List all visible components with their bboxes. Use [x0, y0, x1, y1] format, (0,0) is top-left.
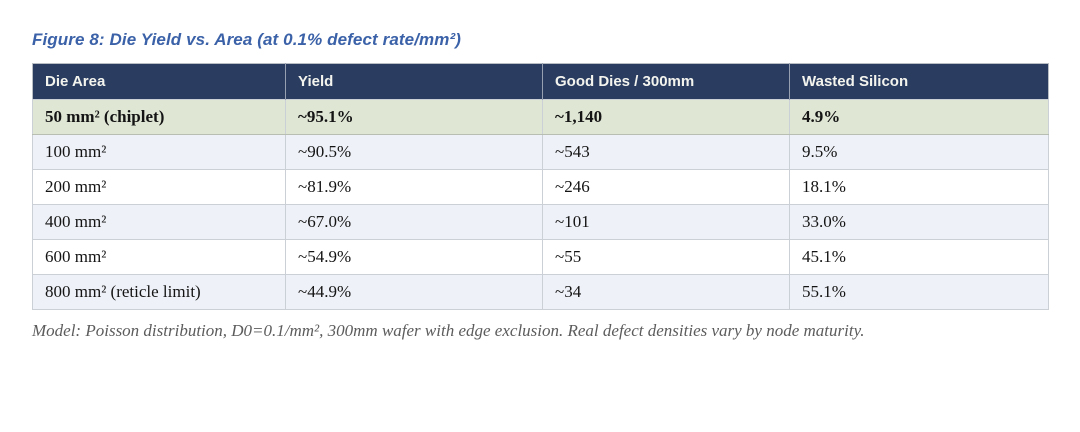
table-header-row: Die Area Yield Good Dies / 300mm Wasted …: [32, 63, 1049, 100]
cell-wasted-silicon: 9.5%: [789, 134, 1049, 170]
figure-title: Figure 8: Die Yield vs. Area (at 0.1% de…: [32, 30, 461, 49]
column-header-die-area: Die Area: [32, 63, 286, 100]
cell-die-area: 800 mm² (reticle limit): [32, 274, 286, 310]
cell-wasted-silicon: 45.1%: [789, 239, 1049, 275]
cell-good-dies: ~246: [542, 169, 790, 205]
cell-die-area: 50 mm² (chiplet): [32, 99, 286, 135]
document-page: Figure 8: Die Yield vs. Area (at 0.1% de…: [32, 30, 1049, 340]
cell-good-dies: ~101: [542, 204, 790, 240]
table-row-400mm: 400 mm² ~67.0% ~101 33.0%: [32, 204, 1049, 240]
cell-wasted-silicon: 33.0%: [789, 204, 1049, 240]
model-footnote: Model: Poisson distribution, D0=0.1/mm²,…: [32, 321, 865, 340]
cell-good-dies: ~543: [542, 134, 790, 170]
cell-good-dies: ~34: [542, 274, 790, 310]
die-yield-table: Die Area Yield Good Dies / 300mm Wasted …: [32, 63, 1049, 310]
cell-yield: ~81.9%: [285, 169, 543, 205]
table-row-50mm: 50 mm² (chiplet) ~95.1% ~1,140 4.9%: [32, 99, 1049, 135]
table-row-200mm: 200 mm² ~81.9% ~246 18.1%: [32, 169, 1049, 205]
column-header-wasted-silicon: Wasted Silicon: [789, 63, 1049, 100]
table-row-100mm: 100 mm² ~90.5% ~543 9.5%: [32, 134, 1049, 170]
cell-yield: ~90.5%: [285, 134, 543, 170]
cell-die-area: 400 mm²: [32, 204, 286, 240]
cell-die-area: 100 mm²: [32, 134, 286, 170]
cell-die-area: 200 mm²: [32, 169, 286, 205]
column-header-good-dies: Good Dies / 300mm: [542, 63, 790, 100]
column-header-yield: Yield: [285, 63, 543, 100]
cell-die-area: 600 mm²: [32, 239, 286, 275]
cell-wasted-silicon: 4.9%: [789, 99, 1049, 135]
cell-yield: ~95.1%: [285, 99, 543, 135]
cell-yield: ~54.9%: [285, 239, 543, 275]
table-row-800mm: 800 mm² (reticle limit) ~44.9% ~34 55.1%: [32, 274, 1049, 310]
cell-yield: ~67.0%: [285, 204, 543, 240]
cell-wasted-silicon: 18.1%: [789, 169, 1049, 205]
table-row-600mm: 600 mm² ~54.9% ~55 45.1%: [32, 239, 1049, 275]
cell-yield: ~44.9%: [285, 274, 543, 310]
cell-wasted-silicon: 55.1%: [789, 274, 1049, 310]
cell-good-dies: ~55: [542, 239, 790, 275]
cell-good-dies: ~1,140: [542, 99, 790, 135]
